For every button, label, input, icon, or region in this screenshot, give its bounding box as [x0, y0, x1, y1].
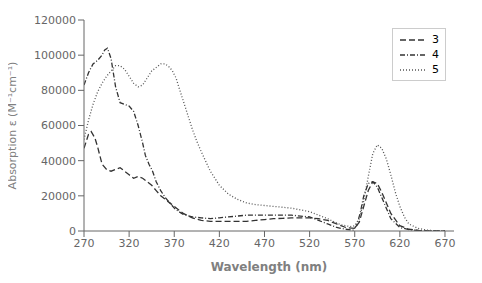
svg-text:20000: 20000 [41, 190, 76, 203]
html-text:4: 4 [432, 48, 439, 61]
svg-text:420: 420 [209, 237, 230, 250]
svg-text:60000: 60000 [41, 119, 76, 132]
html-text:3: 3 [432, 33, 439, 46]
svg-text:520: 520 [299, 237, 320, 250]
svg-text:40000: 40000 [41, 155, 76, 168]
svg-text:Wavelength (nm): Wavelength (nm) [211, 260, 328, 274]
svg-text:Absorption ε (M⁻¹cm⁻¹): Absorption ε (M⁻¹cm⁻¹) [8, 62, 19, 190]
html-text:5: 5 [432, 63, 439, 76]
svg-text:100000: 100000 [34, 49, 76, 62]
svg-text:80000: 80000 [41, 84, 76, 97]
svg-text:620: 620 [389, 237, 410, 250]
svg-text:120000: 120000 [34, 14, 76, 27]
svg-text:320: 320 [119, 237, 140, 250]
svg-text:270: 270 [74, 237, 95, 250]
svg-text:470: 470 [254, 237, 275, 250]
svg-text:670: 670 [434, 237, 455, 250]
svg-text:370: 370 [164, 237, 185, 250]
svg-text:0: 0 [69, 225, 76, 238]
svg-text:570: 570 [344, 237, 365, 250]
